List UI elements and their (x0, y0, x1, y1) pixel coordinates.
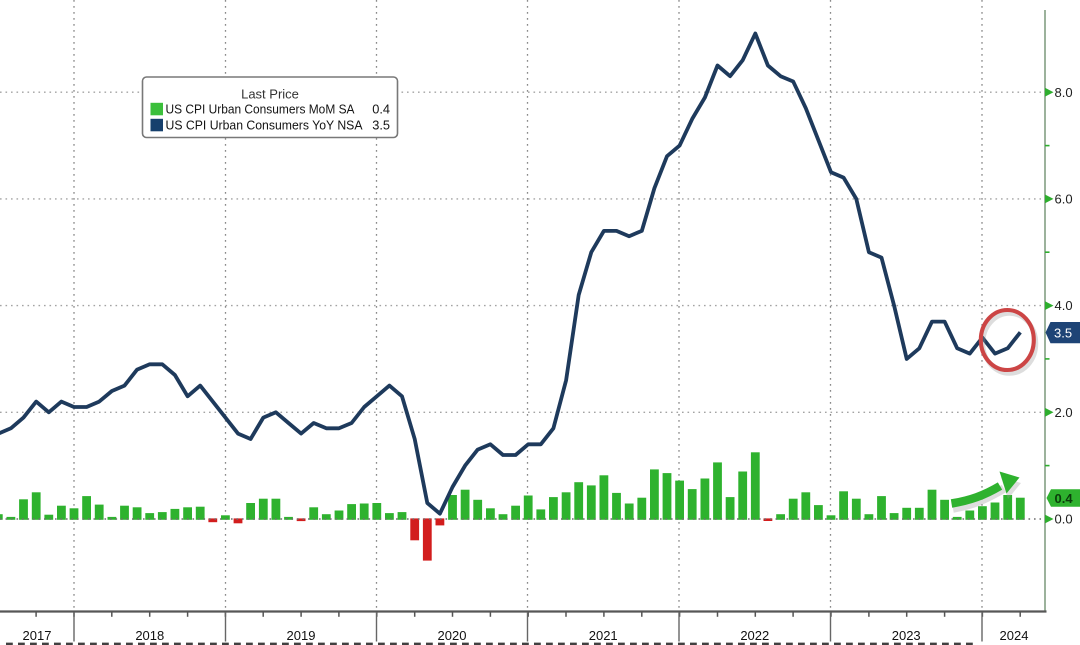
svg-text:2024: 2024 (1000, 628, 1029, 643)
svg-text:2017: 2017 (23, 628, 52, 643)
svg-text:2023: 2023 (892, 628, 921, 643)
svg-text:2022: 2022 (740, 628, 769, 643)
svg-text:0.4: 0.4 (372, 101, 390, 116)
svg-text:2021: 2021 (589, 628, 618, 643)
svg-text:2019: 2019 (287, 628, 316, 643)
svg-text:0.0: 0.0 (1055, 512, 1073, 527)
svg-text:6.0: 6.0 (1055, 192, 1073, 207)
svg-text:0.4: 0.4 (1055, 491, 1074, 506)
svg-text:Last Price: Last Price (241, 87, 299, 102)
svg-text:2018: 2018 (135, 628, 164, 643)
svg-text:US CPI Urban Consumers YoY NSA: US CPI Urban Consumers YoY NSA (166, 117, 363, 132)
svg-text:2020: 2020 (438, 628, 467, 643)
svg-text:4.0: 4.0 (1055, 298, 1073, 313)
svg-text:8.0: 8.0 (1055, 85, 1073, 100)
svg-text:2.0: 2.0 (1055, 405, 1073, 420)
svg-text:3.5: 3.5 (1054, 325, 1072, 340)
svg-text:US CPI Urban Consumers MoM SA: US CPI Urban Consumers MoM SA (166, 101, 355, 116)
svg-text:3.5: 3.5 (372, 117, 390, 132)
